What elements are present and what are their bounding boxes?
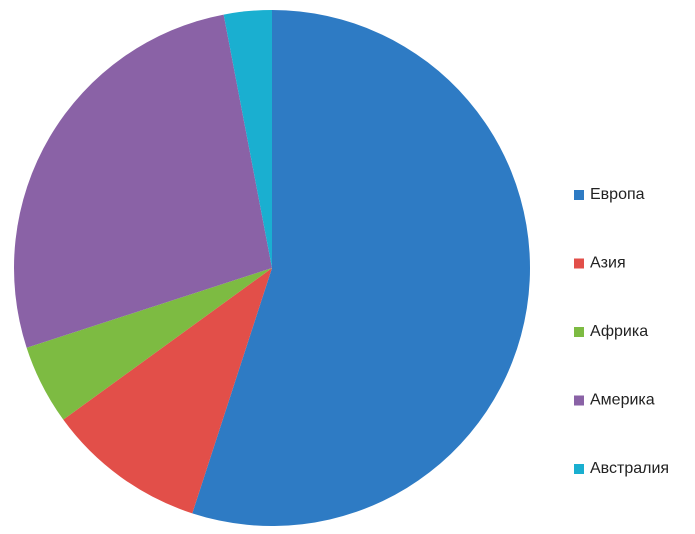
pie-slice xyxy=(223,10,272,268)
legend-label: Африка xyxy=(590,323,648,340)
legend-swatch xyxy=(574,190,584,200)
legend-swatch xyxy=(574,258,584,269)
legend-label: Австралия xyxy=(590,460,669,477)
legend-swatch xyxy=(574,327,584,337)
legend-label: Америка xyxy=(590,392,655,409)
legend-swatch xyxy=(574,464,584,474)
legend-label: Азия xyxy=(590,255,626,272)
pie-slice xyxy=(192,10,531,526)
legend-label: Европа xyxy=(590,186,645,203)
legend-swatch xyxy=(574,395,584,406)
pie-slice xyxy=(63,268,272,514)
pie-slice xyxy=(13,14,273,348)
pie-slice xyxy=(26,268,273,420)
